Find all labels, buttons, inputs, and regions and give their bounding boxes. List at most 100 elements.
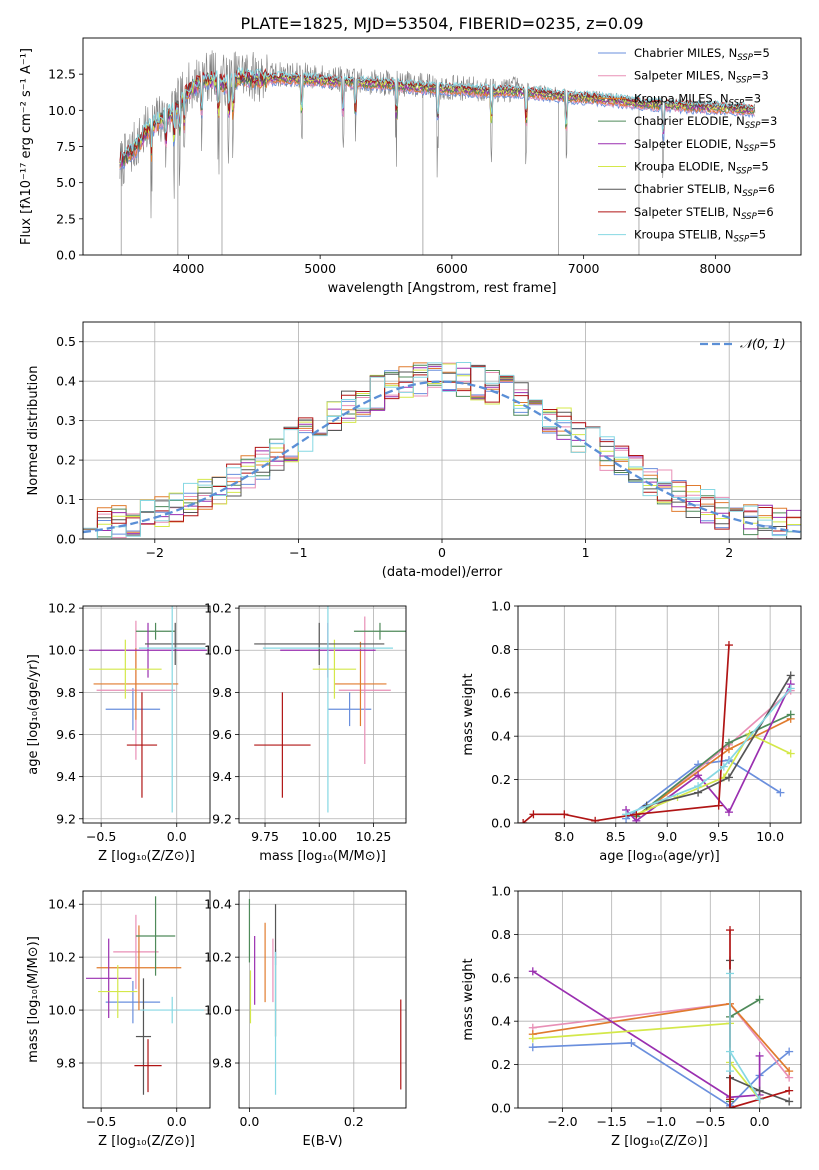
mass_vs_ebv-ytick-label: 10.2 xyxy=(204,950,232,965)
legend-sub: SSP xyxy=(729,98,745,108)
weight_vs_Z-ytick-label: 1.0 xyxy=(491,884,511,899)
weight_vs_Z-series-3 xyxy=(729,998,761,1102)
spectrum-xlabel: wavelength [Angstrom, rest frame] xyxy=(328,281,557,296)
age_vs_mass-frame xyxy=(238,605,407,824)
weight_vs_age-marker xyxy=(694,782,703,791)
weight_vs_age-marker xyxy=(724,738,733,747)
legend-label: Salpeter ELODIE, N xyxy=(634,137,744,151)
weight_vs_age-xtick-label: 8.0 xyxy=(554,829,574,844)
legend-entry-5: Kroupa ELODIE, NSSP=5 xyxy=(634,160,769,177)
weight_vs_age-marker xyxy=(724,808,733,817)
weight_vs_Z-marker xyxy=(785,1097,794,1106)
legend-entry-1: Salpeter MILES, NSSP=3 xyxy=(634,69,769,86)
residuals-xtick-label: −1 xyxy=(289,545,307,560)
legend-suffix: =5 xyxy=(752,160,769,174)
weight_vs_Z-ytick-label: 0.6 xyxy=(491,970,511,985)
age_vs_Z-point-5 xyxy=(89,639,162,699)
age_vs_mass-point-6 xyxy=(254,622,385,665)
weight_vs_Z-plot-area xyxy=(528,926,794,1108)
spectrum-frame xyxy=(82,37,802,256)
spectrum-xtick-label: 8000 xyxy=(699,261,731,276)
text-layer: 4000 5000 6000 7000 80000.02.55.07.510.012.5… xyxy=(19,46,786,1149)
weight_vs_Z-xtick-label: −1.5 xyxy=(596,1114,626,1129)
weight_vs_age-xtick-label: 10.0 xyxy=(756,829,784,844)
legend-suffix: =5 xyxy=(749,228,766,242)
legend-label: Salpeter MILES, N xyxy=(634,69,736,83)
legend-suffix: =6 xyxy=(757,205,774,219)
weight_vs_age-marker xyxy=(724,641,733,650)
residuals-xlabel: (data-model)/error xyxy=(382,565,503,580)
weight_vs_age-xtick-label: 9.5 xyxy=(709,829,729,844)
spectrum-ytick-label: 0.0 xyxy=(56,248,76,263)
legend-sub: SSP xyxy=(736,76,752,86)
mass_vs_Z-point-7 xyxy=(134,1039,162,1093)
weight_vs_Z-marker xyxy=(726,926,735,935)
weight_vs_age-marker xyxy=(714,801,723,810)
mass_vs_Z-point-0 xyxy=(105,980,161,1024)
residuals-ytick-label: 0.5 xyxy=(56,334,76,349)
age_vs_Z-point-4 xyxy=(89,622,207,678)
weight_vs_Z-frame xyxy=(517,890,802,1109)
mass_vs_ebv-xtick-label: 0.2 xyxy=(344,1114,364,1129)
data-layer xyxy=(83,50,801,1108)
age_vs_mass-point-8 xyxy=(262,606,393,813)
weight_vs_Z-marker xyxy=(726,1047,735,1056)
mass_vs_Z-ytick-label: 10.4 xyxy=(48,897,76,912)
axes-layer xyxy=(79,37,802,1112)
age_vs_Z-ytick-label: 9.6 xyxy=(56,727,76,742)
residual-legend-label: 𝒩(0, 1) xyxy=(740,336,786,351)
weight_vs_Z-marker xyxy=(755,995,764,1004)
weight_vs_Z-marker xyxy=(755,1095,764,1104)
weight_vs_Z-ytick-label: 0.4 xyxy=(491,1014,511,1029)
weight_vs_Z-marker xyxy=(726,969,735,978)
age_vs_mass-point-0 xyxy=(327,692,372,727)
spectrum-plot-area xyxy=(119,50,756,255)
mass_vs_Z-xtick-label: 0.0 xyxy=(167,1114,187,1129)
residuals-frame xyxy=(82,321,802,540)
age_vs_Z-ytick-label: 9.4 xyxy=(56,769,76,784)
age_vs_mass-ytick-label: 10.0 xyxy=(204,643,232,658)
legend-sub: SSP xyxy=(741,212,757,222)
weight_vs_age-marker xyxy=(622,810,631,819)
weight_vs_Z-xtick-label: 0.0 xyxy=(750,1114,770,1129)
age_vs_Z-ytick-label: 9.2 xyxy=(56,811,76,826)
weight_vs_age-plot-area xyxy=(519,641,795,823)
weight_vs_Z-marker xyxy=(755,1086,764,1095)
weight_vs_Z-ytick-label: 0.8 xyxy=(491,927,511,942)
weight_vs_age-marker xyxy=(632,810,641,819)
weight_vs_Z-series-8 xyxy=(729,973,761,1100)
weight_vs_Z-xlabel: Z [log₁₀(Z/Z⊙)] xyxy=(611,1134,708,1149)
weight_vs_Z-xtick-label: −2.0 xyxy=(547,1114,577,1129)
mass_vs_ebv-xtick-label: 0.0 xyxy=(239,1114,259,1129)
legend-suffix: =5 xyxy=(759,137,776,151)
legend-sub: SSP xyxy=(737,53,753,63)
weight_vs_Z-marker xyxy=(528,1034,537,1043)
mass_vs_ebv-frame xyxy=(238,890,407,1109)
mass_vs_Z-frame xyxy=(82,890,211,1109)
mass_vs_Z-point-5 xyxy=(98,965,138,1019)
age_vs_Z-ytick-label: 9.8 xyxy=(56,685,76,700)
grid-layer xyxy=(83,322,801,1109)
mass_vs_Z-point-4 xyxy=(86,938,132,1019)
legend-suffix: =6 xyxy=(758,182,775,196)
spectrum-ytick-label: 2.5 xyxy=(56,211,76,226)
normal-reference-curve xyxy=(83,380,801,534)
weight_vs_Z-xtick-label: −1.0 xyxy=(646,1114,676,1129)
weight_vs_age-series-8 xyxy=(625,687,792,816)
mass_vs_Z-ytick-label: 10.0 xyxy=(48,1003,76,1018)
weight_vs_age-marker xyxy=(719,762,728,771)
spectrum-xtick-label: 6000 xyxy=(436,261,468,276)
legend-label: Kroupa MILES, N xyxy=(634,91,729,105)
weight_vs_age-marker xyxy=(694,771,703,780)
spectrum-ylabel: Flux [fλ10⁻¹⁷ erg cm⁻² s⁻¹ A⁻¹] xyxy=(19,48,34,245)
mass_vs_Z-plot-area xyxy=(86,896,204,1095)
age_vs_Z-xtick-label: −0.5 xyxy=(86,829,116,844)
weight_vs_age-ytick-label: 0.8 xyxy=(491,642,511,657)
mass_vs_Z-ytick-label: 9.8 xyxy=(56,1056,76,1071)
residuals-ytick-label: 0.0 xyxy=(56,532,76,547)
legend-sub: SSP xyxy=(744,144,760,154)
residuals-ytick-label: 0.3 xyxy=(56,413,76,428)
legend-label: Chabrier ELODIE, N xyxy=(634,114,745,128)
legend-label: Salpeter STELIB, N xyxy=(634,205,741,219)
weight_vs_age-xtick-label: 9.0 xyxy=(657,829,677,844)
